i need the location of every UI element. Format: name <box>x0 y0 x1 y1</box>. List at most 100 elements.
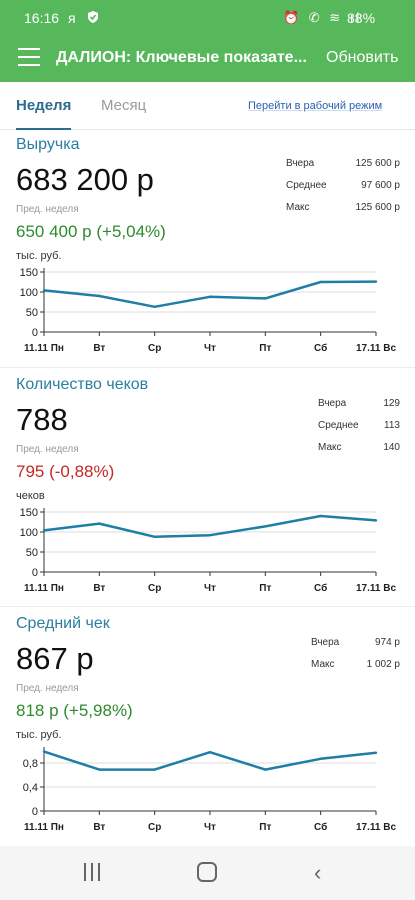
data-point <box>153 535 156 538</box>
stat-average: Среднее 97 600 р <box>286 180 400 191</box>
stat-max: Макс 125 600 р <box>286 202 400 213</box>
x-tick-label: 17.11 Вс <box>356 822 396 833</box>
recent-apps-icon[interactable] <box>82 863 102 881</box>
data-point <box>42 529 46 532</box>
tab-month[interactable]: Месяц <box>101 97 147 114</box>
divider <box>0 367 415 368</box>
x-tick-label: Ср <box>148 822 161 833</box>
data-point <box>208 751 212 754</box>
prev-week-value: 650 400 р (+5,04%) <box>16 222 166 241</box>
x-tick-label: 11.11 Пн <box>24 583 64 594</box>
stat-yesterday: Вчера 129 <box>318 398 400 409</box>
shield-icon <box>86 10 100 27</box>
tab-week[interactable]: Неделя <box>16 97 72 130</box>
back-icon[interactable]: ‹ <box>314 860 322 885</box>
prev-week-value: 818 р (+5,98%) <box>16 701 133 720</box>
work-mode-link[interactable]: Перейти в рабочий режим <box>248 100 383 112</box>
x-tick-label: Ср <box>148 583 161 594</box>
revenue-chart: 0 50 100 150 11.11 Пн Вт Ср Чт Пт Сб 17.11 Вс <box>20 267 397 354</box>
app-bar: ДАЛИОН: Ключевые показате... Обновить <box>0 34 415 82</box>
battery-level: 88% <box>347 10 376 26</box>
menu-icon[interactable] <box>18 48 40 66</box>
checks-chart: 0 50 100 150 11.11 Пн Вт Ср Чт Пт Сб 17.11 Вс <box>20 507 397 594</box>
system-nav-bar: ‹ <box>0 846 415 900</box>
series-line <box>43 514 377 539</box>
x-tick-label: Пт <box>259 822 271 833</box>
data-point <box>374 519 378 522</box>
data-point <box>264 297 267 300</box>
checks-stats: Вчера 129 Среднее 113 Макс 140 <box>318 398 400 464</box>
x-tick-label: Вт <box>93 822 105 833</box>
data-point <box>264 525 267 528</box>
data-point <box>319 514 322 518</box>
data-point <box>319 757 322 760</box>
x-tick-label: Сб <box>314 582 327 594</box>
data-point <box>374 751 378 754</box>
status-icons: ⏰ ✆ ≋ ıl <box>283 10 363 25</box>
y-tick-label: 150 <box>20 507 38 519</box>
revenue-stats: Вчера 125 600 р Среднее 97 600 р Макс 125 6… <box>286 158 400 224</box>
y-tick-label: 0,8 <box>23 758 38 770</box>
x-tick-label: Чт <box>204 583 216 594</box>
x-tick-label: Пт <box>259 583 271 594</box>
x-tick-label: Сб <box>314 342 327 354</box>
x-tick-label: 17.11 Вс <box>356 343 396 354</box>
data-point <box>98 294 101 298</box>
y-tick-label: 0 <box>32 327 38 339</box>
status-time: 16:16 <box>24 10 60 26</box>
x-tick-label: Сб <box>314 821 327 833</box>
prev-week-label: Пред. неделя <box>16 444 79 455</box>
data-point <box>208 534 212 537</box>
data-point <box>42 289 46 292</box>
status-bar: 16:16 я ⏰ ✆ ≋ ıl 88% <box>0 0 415 34</box>
y-tick-label: 100 <box>20 287 38 299</box>
x-tick-label: 17.11 Вс <box>356 583 396 594</box>
home-icon[interactable] <box>197 862 217 882</box>
x-tick-label: Вт <box>93 583 105 594</box>
section-title: Количество чеков <box>16 376 149 393</box>
data-point <box>42 750 46 753</box>
data-point <box>98 522 101 525</box>
x-tick-label: Чт <box>204 822 216 833</box>
x-tick-label: Ср <box>148 343 161 354</box>
avg-check-stats: Вчера 974 р Макс 1 002 р <box>311 637 400 681</box>
refresh-button[interactable]: Обновить <box>326 49 399 66</box>
prev-week-label: Пред. неделя <box>16 204 79 215</box>
stat-max: Макс 1 002 р <box>311 659 400 670</box>
series-line <box>43 750 377 771</box>
y-tick-label: 0 <box>32 806 38 818</box>
x-tick-label: Пт <box>259 343 271 354</box>
data-point <box>319 280 322 284</box>
series-line <box>43 280 377 309</box>
data-point <box>153 768 156 771</box>
stat-yesterday: Вчера 125 600 р <box>286 158 400 169</box>
y-tick-label: 50 <box>26 307 38 319</box>
x-tick-label: Чт <box>204 343 216 354</box>
prev-week-value: 795 (-0,88%) <box>16 462 115 481</box>
y-tick-label: 0 <box>32 567 38 579</box>
data-point <box>98 768 101 771</box>
avg-check-chart: 0 0,4 0,8 11.11 Пн Вт Ср Чт Пт Сб 17.11 Вс <box>23 747 396 833</box>
section-title: Средний чек <box>16 615 110 632</box>
y-tick-label: 0,4 <box>23 782 38 794</box>
x-tick-label: 11.11 Пн <box>24 822 64 833</box>
data-point <box>153 305 156 308</box>
y-tick-label: 100 <box>20 527 38 539</box>
period-tabs: Неделя Месяц Перейти в рабочий режим <box>0 82 415 130</box>
stat-max: Макс 140 <box>318 442 400 453</box>
chart-unit: чеков <box>16 490 45 502</box>
data-point <box>264 768 267 771</box>
stat-yesterday: Вчера 974 р <box>311 637 400 648</box>
app-title: ДАЛИОН: Ключевые показате... <box>56 49 307 66</box>
chart-unit: тыс. руб. <box>16 250 62 262</box>
y-tick-label: 50 <box>26 547 38 559</box>
carrier-icon: я <box>68 10 76 26</box>
chart-unit: тыс. руб. <box>16 729 62 741</box>
section-title: Выручка <box>16 136 80 153</box>
data-point <box>374 280 378 283</box>
data-point <box>208 295 212 298</box>
y-tick-label: 150 <box>20 267 38 279</box>
x-tick-label: 11.11 Пн <box>24 343 64 354</box>
checks-value: 788 <box>16 402 68 437</box>
avg-check-value: 867 р <box>16 641 94 676</box>
